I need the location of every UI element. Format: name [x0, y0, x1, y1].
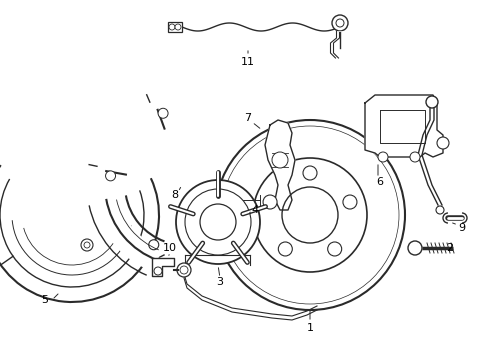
Circle shape [437, 137, 449, 149]
Polygon shape [265, 120, 295, 210]
Circle shape [105, 171, 116, 181]
Circle shape [408, 241, 422, 255]
Polygon shape [365, 95, 443, 157]
Text: 1: 1 [307, 323, 314, 333]
Circle shape [81, 239, 93, 251]
Circle shape [328, 242, 342, 256]
Circle shape [185, 189, 251, 255]
Circle shape [154, 267, 162, 275]
Circle shape [253, 158, 367, 272]
Circle shape [426, 96, 438, 108]
Circle shape [278, 242, 293, 256]
Circle shape [169, 24, 175, 30]
Circle shape [177, 263, 191, 277]
Circle shape [200, 204, 236, 240]
Text: 10: 10 [163, 243, 177, 253]
Circle shape [378, 152, 388, 162]
Circle shape [180, 266, 188, 274]
Circle shape [175, 24, 181, 30]
Text: 7: 7 [245, 113, 251, 123]
Circle shape [149, 240, 159, 250]
Text: 2: 2 [446, 243, 454, 253]
Text: 11: 11 [241, 57, 255, 67]
Circle shape [263, 195, 277, 209]
Circle shape [343, 195, 357, 209]
Circle shape [336, 19, 344, 27]
Bar [168, 22, 182, 32]
Circle shape [282, 187, 338, 243]
Circle shape [215, 120, 405, 310]
Circle shape [410, 152, 420, 162]
Text: 3: 3 [217, 277, 223, 287]
Circle shape [176, 180, 260, 264]
Text: 4: 4 [251, 205, 259, 215]
Polygon shape [152, 258, 174, 276]
Circle shape [84, 242, 90, 248]
Circle shape [436, 206, 444, 214]
Text: 9: 9 [459, 223, 466, 233]
Text: 8: 8 [172, 190, 178, 200]
Circle shape [332, 15, 348, 31]
Circle shape [303, 166, 317, 180]
Circle shape [272, 152, 288, 168]
Text: 6: 6 [376, 177, 384, 187]
Circle shape [158, 108, 168, 118]
Text: 5: 5 [42, 295, 49, 305]
